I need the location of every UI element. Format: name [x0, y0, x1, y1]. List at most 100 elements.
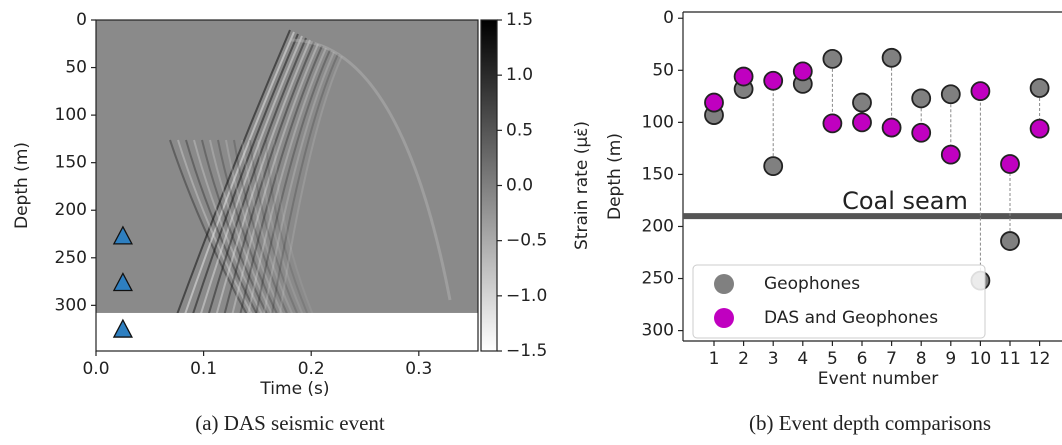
x-tick-label: 2	[738, 349, 749, 369]
x-axis-label: Time (s)	[259, 379, 329, 399]
y-axis-label: Depth (m)	[12, 142, 32, 229]
wavefront	[289, 38, 452, 301]
wavefront	[217, 139, 278, 313]
colorbar-tick-label: −1.5	[506, 341, 547, 361]
legend-swatch	[714, 308, 734, 328]
wavefront	[257, 139, 304, 313]
wavefront	[201, 139, 268, 313]
wavefront	[209, 139, 273, 313]
y-tick-label: 250	[55, 248, 87, 268]
legend-label: DAS and Geophones	[764, 308, 938, 328]
x-tick-label: 8	[916, 349, 927, 369]
wavefront	[223, 41, 315, 313]
x-tick-label: 0.1	[190, 359, 217, 379]
point	[792, 61, 813, 82]
x-tick-label: 12	[1029, 349, 1051, 369]
y-tick-label: 150	[55, 153, 87, 173]
wavefront	[208, 37, 307, 313]
point	[763, 70, 784, 91]
point	[852, 112, 872, 133]
annotation: Coal seam	[842, 187, 968, 215]
y-tick-label: 100	[55, 105, 87, 125]
x-tick-label: 1	[709, 349, 720, 369]
point	[881, 117, 902, 138]
point	[881, 47, 902, 68]
point	[822, 48, 843, 69]
y-tick-label: 50	[65, 58, 87, 78]
wavefront	[192, 33, 299, 313]
x-tick-label: 3	[768, 349, 779, 369]
wavefront	[239, 45, 323, 313]
y-tick-label: 300	[55, 295, 87, 315]
point	[911, 122, 932, 143]
point	[852, 92, 872, 113]
y-tick-label: 250	[642, 269, 674, 289]
marker-triangle	[112, 225, 133, 245]
y-tick-label: 200	[642, 216, 674, 236]
wavefront	[233, 139, 288, 313]
x-tick-label: 0.0	[82, 359, 109, 379]
point	[970, 81, 991, 102]
colorbar-tick-label: 1.0	[506, 65, 533, 85]
point	[1000, 231, 1020, 251]
colorbar-tick-label: 0.5	[506, 120, 533, 140]
wavefront	[185, 139, 258, 313]
y-tick-label: 50	[652, 60, 674, 80]
y-tick-label: 0	[663, 8, 674, 28]
point	[940, 144, 961, 165]
legend-label: Geophones	[764, 274, 860, 294]
wavefront	[177, 139, 253, 313]
image-background	[96, 20, 478, 313]
wavefront	[265, 139, 309, 313]
colorbar	[480, 19, 498, 352]
marker-triangle	[112, 272, 133, 292]
x-tick-label: 7	[886, 349, 897, 369]
x-tick-label: 11	[999, 349, 1021, 369]
y-tick-label: 150	[642, 164, 674, 184]
wavefront	[176, 29, 291, 313]
wavefront	[200, 35, 303, 313]
x-tick-label: 10	[970, 349, 992, 369]
wavefront	[263, 51, 335, 313]
colorbar-tick-label: −0.5	[506, 231, 547, 251]
y-axis-label: Depth (m)	[605, 133, 625, 220]
wavefront	[184, 31, 295, 313]
point	[822, 113, 843, 134]
point	[940, 84, 961, 105]
wavefront	[279, 55, 343, 313]
wavefront	[247, 47, 327, 313]
x-tick-label: 4	[797, 349, 808, 369]
wavefront	[169, 139, 248, 313]
point	[1029, 78, 1050, 98]
wavefront	[241, 139, 293, 313]
colorbar-tick-label: 1.5	[506, 10, 533, 30]
colorbar-tick-label: 0.0	[506, 176, 533, 196]
point	[1000, 154, 1020, 174]
wavefront	[193, 139, 263, 313]
y-tick-label: 100	[642, 112, 674, 132]
wavefront	[225, 139, 283, 313]
point	[763, 156, 784, 176]
wavefront	[231, 43, 319, 313]
point	[704, 92, 724, 113]
x-tick-label: 0.3	[405, 359, 432, 379]
x-tick-label: 9	[945, 349, 956, 369]
y-tick-label: 200	[55, 200, 87, 220]
wavefront	[249, 139, 299, 313]
caption: (a) DAS seismic event	[195, 411, 385, 435]
marker-triangle	[112, 318, 133, 338]
caption: (b) Event depth comparisons	[749, 411, 991, 435]
colorbar-tick-label: −1.0	[506, 286, 547, 306]
y-tick-label: 0	[76, 10, 87, 30]
x-axis-label: Event number	[818, 369, 938, 389]
x-tick-label: 0.2	[298, 359, 325, 379]
wavefront	[215, 39, 311, 313]
point	[911, 88, 932, 109]
wavefront	[273, 139, 314, 313]
legend-swatch	[714, 274, 734, 294]
wavefront	[271, 53, 339, 313]
wavefield	[169, 29, 452, 313]
colorbar-label: Strain rate (με̇)	[572, 121, 592, 250]
legend	[692, 264, 986, 339]
